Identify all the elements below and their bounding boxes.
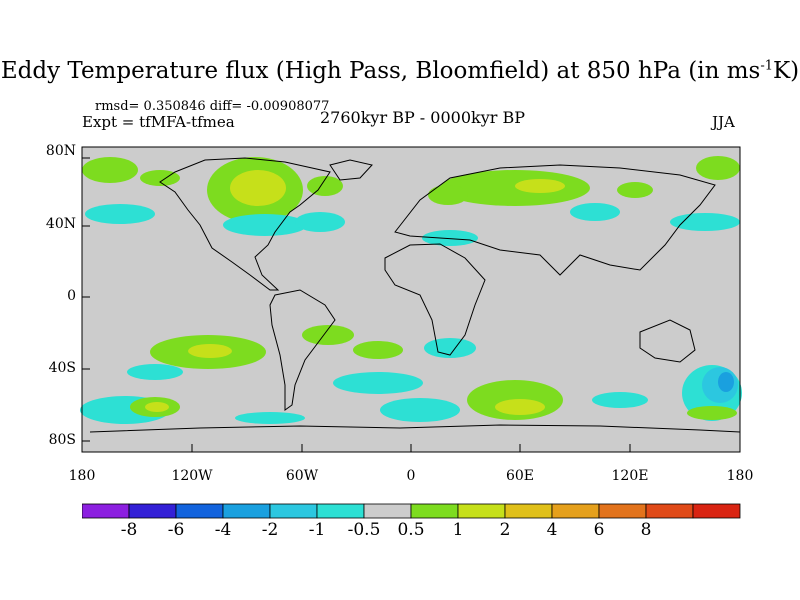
colorbar-label: -0.5: [347, 520, 381, 540]
field-atlantic-negative: [295, 212, 345, 232]
lon-tick-label: 120E: [611, 468, 649, 484]
colorbar-label: -8: [120, 520, 138, 540]
lon-tick-label: 0: [406, 468, 416, 484]
colorbar: [82, 503, 741, 519]
field-north-america-core: [230, 170, 286, 206]
colorbar-swatch: [175, 503, 224, 519]
field-southern-ocean-negative: [333, 372, 423, 394]
stats-label: rmsd= 0.350846 diff= -0.00908077: [95, 99, 330, 114]
season-label: JJA: [712, 113, 735, 131]
lon-tick-label: 60W: [285, 468, 319, 484]
field-europe-positive: [428, 185, 468, 205]
field-east-siberia-positive: [696, 156, 740, 180]
anomaly-fields: [80, 156, 742, 424]
axis-ticks: [81, 157, 741, 452]
field-southern-ocean-negative-2: [380, 398, 460, 422]
eurasia-coast: [394, 164, 716, 276]
colorbar-label: -6: [167, 520, 185, 540]
greenland-coast: [329, 159, 373, 181]
field-bering-positive: [140, 170, 180, 186]
colorbar-label: 4: [546, 520, 558, 540]
colorbar-label: -1: [308, 520, 326, 540]
antarctica-coast: [89, 424, 741, 433]
colorbar-label: 0.5: [397, 520, 425, 540]
colorbar-swatch: [222, 503, 271, 519]
colorbar-label: 2: [499, 520, 511, 540]
field-south-pacific-core: [188, 344, 232, 358]
lat-tick-label: 40S: [48, 360, 76, 376]
field-tasman-positive: [687, 406, 737, 420]
field-south-indian-negative: [592, 392, 648, 408]
lon-tick-label: 180: [726, 468, 754, 484]
period-label: 2760kyr BP - 0000kyr BP: [320, 108, 525, 127]
coastlines: [89, 157, 741, 433]
colorbar-swatch: [82, 503, 130, 519]
colorbar-label: -2: [261, 520, 279, 540]
field-central-asia-negative: [570, 203, 620, 221]
field-sw-pacific-core: [145, 402, 169, 412]
field-arctic-positive: [307, 176, 343, 196]
africa-coast: [384, 243, 486, 356]
colorbar-swatch: [645, 503, 694, 519]
colorbar-swatch: [457, 503, 506, 519]
colorbar-swatch: [410, 503, 459, 519]
colorbar-swatch: [551, 503, 600, 519]
lat-tick-label: 40N: [45, 216, 76, 232]
field-indian-ocean-core: [495, 399, 545, 415]
field-siberia-positive: [617, 182, 653, 198]
colorbar-swatch: [692, 503, 741, 519]
lon-tick-label: 180: [68, 468, 96, 484]
experiment-label: Expt = tfMFA-tfmea: [82, 113, 235, 131]
colorbar-label: 1: [452, 520, 464, 540]
field-australia-negative-high: [718, 372, 734, 392]
chart-title: Eddy Temperature flux (High Pass, Bloomf…: [0, 58, 800, 84]
colorbar-swatch: [504, 503, 553, 519]
field-south-atlantic-positive: [353, 341, 403, 359]
australia-coast: [639, 319, 696, 363]
lat-tick-label: 0: [67, 288, 76, 304]
colorbar-label: 8: [640, 520, 652, 540]
colorbar-label: -4: [214, 520, 232, 540]
colorbar-swatch: [316, 503, 365, 519]
colorbar-swatch: [128, 503, 177, 519]
field-north-pacific-negative: [670, 213, 740, 231]
lon-tick-label: 120W: [171, 468, 213, 484]
field-us-negative: [223, 214, 307, 236]
field-pacific-negative: [85, 204, 155, 224]
lat-tick-label: 80S: [48, 432, 76, 448]
field-pacific-south-negative: [127, 364, 183, 380]
field-antarctic-negative: [235, 412, 305, 424]
field-alaska-positive: [82, 157, 138, 183]
lat-tick-label: 80N: [45, 143, 76, 159]
field-mediterranean-negative: [422, 230, 478, 246]
north-america-coast: [159, 157, 331, 291]
south-america-coast: [269, 289, 336, 411]
colorbar-swatch: [598, 503, 647, 519]
field-eurasia-positive: [440, 170, 590, 206]
colorbar-swatch: [269, 503, 318, 519]
colorbar-swatch: [363, 503, 412, 519]
field-argentina-positive: [302, 325, 354, 345]
field-eurasia-core: [515, 179, 565, 193]
field-south-africa-negative: [424, 338, 476, 358]
lon-tick-label: 60E: [505, 468, 535, 484]
colorbar-label: 6: [593, 520, 605, 540]
